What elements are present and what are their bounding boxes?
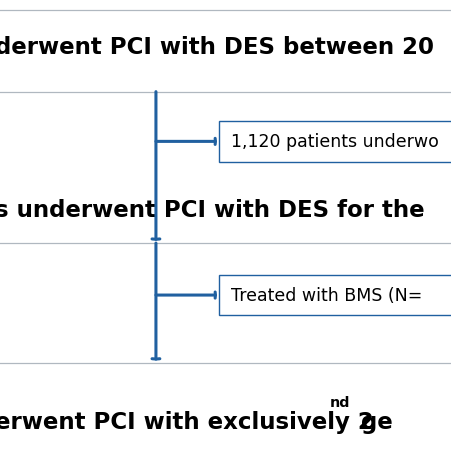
Text: derwent PCI with DES between 20: derwent PCI with DES between 20	[0, 36, 433, 59]
Text: ge: ge	[353, 410, 392, 433]
Text: s underwent PCI with DES for the: s underwent PCI with DES for the	[0, 198, 424, 221]
Text: nd: nd	[329, 396, 350, 410]
FancyBboxPatch shape	[219, 275, 451, 316]
Text: erwent PCI with exclusively 2: erwent PCI with exclusively 2	[0, 410, 373, 433]
Text: Treated with BMS (N=: Treated with BMS (N=	[230, 286, 421, 304]
FancyBboxPatch shape	[219, 122, 451, 162]
Text: 1,120 patients underwo: 1,120 patients underwo	[230, 133, 437, 151]
